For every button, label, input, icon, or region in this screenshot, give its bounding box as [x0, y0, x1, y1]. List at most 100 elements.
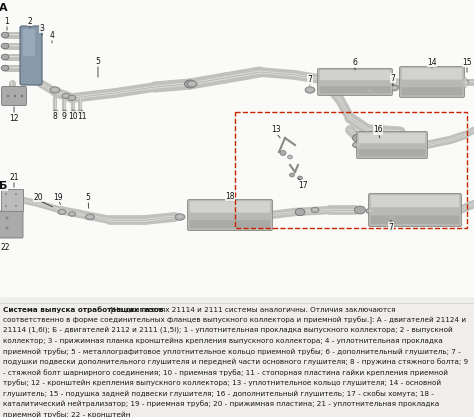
FancyBboxPatch shape: [190, 220, 271, 228]
FancyBboxPatch shape: [318, 68, 392, 95]
Text: каталитический нейтрализатор; 19 - приемная труба; 20 - прижимная пластина; 21 -: каталитический нейтрализатор; 19 - прием…: [3, 400, 439, 407]
Text: 6: 6: [353, 58, 357, 66]
Ellipse shape: [1, 54, 9, 60]
FancyBboxPatch shape: [401, 68, 462, 80]
Ellipse shape: [1, 65, 9, 71]
Text: 7: 7: [308, 75, 312, 83]
Bar: [0, 0, 474, 297]
FancyBboxPatch shape: [368, 193, 462, 226]
FancyBboxPatch shape: [1, 86, 27, 106]
Text: 10: 10: [68, 111, 78, 121]
Text: 19: 19: [53, 193, 63, 201]
Ellipse shape: [52, 88, 58, 91]
Text: приемной трубы; 22 - кронштейн: приемной трубы; 22 - кронштейн: [3, 411, 130, 417]
Text: 16: 16: [373, 126, 383, 135]
Ellipse shape: [462, 80, 468, 83]
Ellipse shape: [320, 71, 392, 95]
FancyBboxPatch shape: [356, 131, 428, 158]
Ellipse shape: [6, 226, 9, 229]
Ellipse shape: [461, 79, 469, 85]
FancyBboxPatch shape: [190, 201, 270, 213]
Ellipse shape: [15, 205, 17, 207]
FancyBboxPatch shape: [0, 211, 23, 238]
Ellipse shape: [15, 193, 17, 195]
Ellipse shape: [365, 88, 374, 94]
FancyBboxPatch shape: [1, 189, 23, 211]
FancyBboxPatch shape: [319, 70, 390, 80]
Text: приемной трубы; 5 - металлографитовое уплотнительное кольцо приемной трубы; 6 - : приемной трубы; 5 - металлографитовое уп…: [3, 348, 461, 355]
Ellipse shape: [367, 209, 373, 212]
Text: 21114 (1,6i); Б - двигателей 2112 и 2111 (1,5i); 1 - уплотнительная прокладка вы: 21114 (1,6i); Б - двигателей 2112 и 2111…: [3, 327, 453, 334]
Text: Б: Б: [0, 181, 7, 191]
Ellipse shape: [372, 196, 462, 226]
Text: 15: 15: [462, 58, 472, 66]
FancyBboxPatch shape: [358, 149, 426, 156]
Ellipse shape: [69, 96, 75, 99]
Ellipse shape: [1, 32, 9, 38]
FancyBboxPatch shape: [319, 86, 391, 93]
Text: 11: 11: [77, 111, 87, 121]
Ellipse shape: [21, 95, 23, 97]
Text: - стяжной болт шарнирного соединения; 10 - приемная труба; 11 - стопорная пласти: - стяжной болт шарнирного соединения; 10…: [3, 369, 448, 376]
Text: [На двигателях 21114 и 2111 системы аналогичны. Отличия заключаются: [На двигателях 21114 и 2111 системы анал…: [108, 306, 395, 313]
FancyBboxPatch shape: [188, 199, 273, 231]
Ellipse shape: [298, 176, 302, 180]
Ellipse shape: [59, 210, 65, 213]
Ellipse shape: [187, 81, 197, 87]
Ellipse shape: [184, 80, 195, 88]
Ellipse shape: [14, 95, 16, 97]
Text: 8: 8: [53, 111, 57, 121]
Ellipse shape: [280, 151, 286, 156]
Ellipse shape: [288, 155, 292, 159]
Ellipse shape: [69, 212, 75, 216]
Ellipse shape: [68, 95, 76, 100]
Text: 20: 20: [33, 193, 43, 201]
Text: глушитель; 15 - подушка задней подвески глушителя; 16 - дополнительный глушитель: глушитель; 15 - подушка задней подвески …: [3, 390, 434, 397]
Text: 14: 14: [427, 58, 437, 66]
Ellipse shape: [295, 208, 305, 216]
FancyBboxPatch shape: [401, 87, 463, 95]
Text: 5: 5: [86, 193, 91, 201]
Ellipse shape: [62, 93, 70, 98]
Text: 13: 13: [271, 126, 281, 135]
Text: подушки подвески дополнительного глушителя и передней части основного глушителя;: подушки подвески дополнительного глушите…: [3, 359, 468, 365]
Ellipse shape: [85, 214, 94, 220]
FancyBboxPatch shape: [400, 66, 465, 98]
Ellipse shape: [353, 142, 362, 148]
Ellipse shape: [312, 208, 318, 211]
Text: 4: 4: [50, 30, 55, 40]
Ellipse shape: [58, 209, 66, 215]
Ellipse shape: [354, 143, 360, 146]
FancyBboxPatch shape: [371, 195, 459, 207]
Ellipse shape: [176, 215, 183, 219]
Ellipse shape: [70, 213, 74, 215]
Ellipse shape: [307, 88, 313, 91]
Text: 17: 17: [298, 181, 308, 189]
Ellipse shape: [5, 193, 7, 195]
Ellipse shape: [175, 214, 185, 220]
Text: 9: 9: [62, 111, 66, 121]
Text: 1: 1: [5, 17, 9, 25]
Ellipse shape: [7, 95, 9, 97]
Ellipse shape: [402, 70, 465, 98]
Ellipse shape: [50, 87, 60, 93]
Text: трубы; 12 - кронштейн крепления выпускного коллектора; 13 - уплотнительное кольц: трубы; 12 - кронштейн крепления выпускно…: [3, 379, 441, 386]
Text: 5: 5: [96, 56, 100, 65]
Text: соответственно в форме соединительных фланцев выпускного коллектора и приемной т: соответственно в форме соединительных фл…: [3, 317, 466, 324]
Text: 21: 21: [9, 173, 19, 181]
Text: 3: 3: [39, 23, 45, 33]
Text: А: А: [0, 3, 7, 13]
Ellipse shape: [388, 215, 396, 221]
FancyBboxPatch shape: [20, 26, 42, 85]
Text: коллектор; 3 - прижимная планка кронштейна крепления выпускного коллектора; 4 - : коллектор; 3 - прижимная планка кронштей…: [3, 337, 443, 344]
Text: Система выпуска отработавших газов: Система выпуска отработавших газов: [3, 306, 164, 313]
Ellipse shape: [189, 82, 195, 85]
Ellipse shape: [5, 205, 7, 207]
Ellipse shape: [191, 203, 273, 231]
Text: 7: 7: [389, 223, 393, 231]
Text: 12: 12: [9, 113, 19, 123]
Ellipse shape: [6, 216, 9, 219]
Ellipse shape: [389, 216, 395, 219]
Ellipse shape: [353, 134, 364, 142]
Ellipse shape: [359, 135, 428, 158]
